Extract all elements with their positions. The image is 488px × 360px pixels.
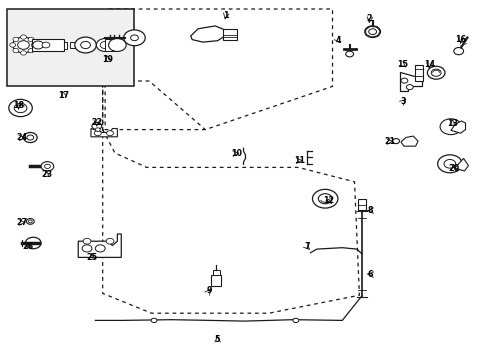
Circle shape [94,131,101,136]
Text: 7: 7 [304,243,309,251]
Text: 2: 2 [366,14,372,23]
Circle shape [31,43,37,47]
Text: 18: 18 [13,101,24,110]
Circle shape [83,238,91,244]
Circle shape [400,78,407,83]
Circle shape [392,139,399,144]
Circle shape [14,103,27,113]
Circle shape [427,66,444,79]
Circle shape [430,69,440,76]
Circle shape [10,43,16,47]
Text: 6: 6 [367,270,373,279]
Circle shape [368,29,376,35]
Circle shape [95,128,100,131]
Text: 16: 16 [454,35,465,44]
Text: 5: 5 [214,336,220,344]
Text: 22: 22 [91,118,102,127]
Bar [63,42,67,49]
Bar [223,29,236,40]
Circle shape [312,189,337,208]
Circle shape [123,30,145,46]
Text: 25: 25 [86,253,97,261]
Polygon shape [78,234,121,257]
Bar [7,9,134,86]
Bar [32,39,63,51]
Circle shape [439,119,461,135]
Text: 8: 8 [367,206,373,215]
Circle shape [27,135,34,140]
Polygon shape [400,136,417,146]
Circle shape [13,37,19,41]
Circle shape [130,35,138,41]
Circle shape [151,318,157,323]
Circle shape [364,26,380,37]
Text: 1: 1 [223,10,228,19]
Text: 15: 15 [397,60,407,69]
Bar [211,275,221,286]
Text: 26: 26 [23,242,34,251]
Circle shape [81,41,90,49]
Circle shape [13,49,19,53]
Circle shape [106,131,113,136]
Text: 12: 12 [323,196,333,205]
Text: 27: 27 [16,218,27,227]
Text: 21: 21 [384,137,394,146]
Circle shape [96,39,114,51]
Circle shape [82,245,92,252]
Polygon shape [399,72,421,91]
Circle shape [345,51,353,57]
Circle shape [108,39,126,51]
Circle shape [95,245,105,252]
Text: 11: 11 [293,156,304,165]
Text: 20: 20 [447,163,458,172]
Circle shape [75,37,96,53]
Circle shape [28,37,34,41]
Circle shape [18,41,29,49]
Circle shape [41,162,54,171]
Bar [212,270,219,275]
Circle shape [44,164,50,168]
Polygon shape [91,129,117,137]
Circle shape [26,219,34,224]
Bar [105,39,117,51]
Text: 23: 23 [41,170,52,179]
Circle shape [23,132,37,143]
Circle shape [318,194,331,204]
Circle shape [406,85,412,90]
Text: 9: 9 [206,287,212,295]
Circle shape [443,159,455,168]
Text: 19: 19 [102,55,113,63]
Circle shape [9,99,32,117]
Circle shape [25,237,41,249]
Circle shape [437,155,461,173]
Text: 24: 24 [16,133,27,142]
Circle shape [33,41,43,49]
Polygon shape [190,26,224,42]
Text: 10: 10 [230,149,241,158]
Text: 17: 17 [58,91,69,100]
Circle shape [20,51,26,55]
Circle shape [28,49,34,53]
Text: 4: 4 [335,36,341,45]
Text: 14: 14 [423,60,434,69]
Bar [358,199,366,210]
Bar [70,42,75,48]
Circle shape [92,122,102,130]
Circle shape [106,238,114,244]
Bar [414,65,423,81]
Circle shape [42,42,50,48]
Text: 13: 13 [446,119,457,128]
Circle shape [453,48,463,55]
Circle shape [20,35,26,39]
Circle shape [100,41,110,49]
Polygon shape [450,121,465,133]
Polygon shape [454,158,468,171]
Circle shape [292,318,298,323]
Text: 3: 3 [400,97,406,106]
Circle shape [28,220,32,223]
Circle shape [13,37,34,53]
